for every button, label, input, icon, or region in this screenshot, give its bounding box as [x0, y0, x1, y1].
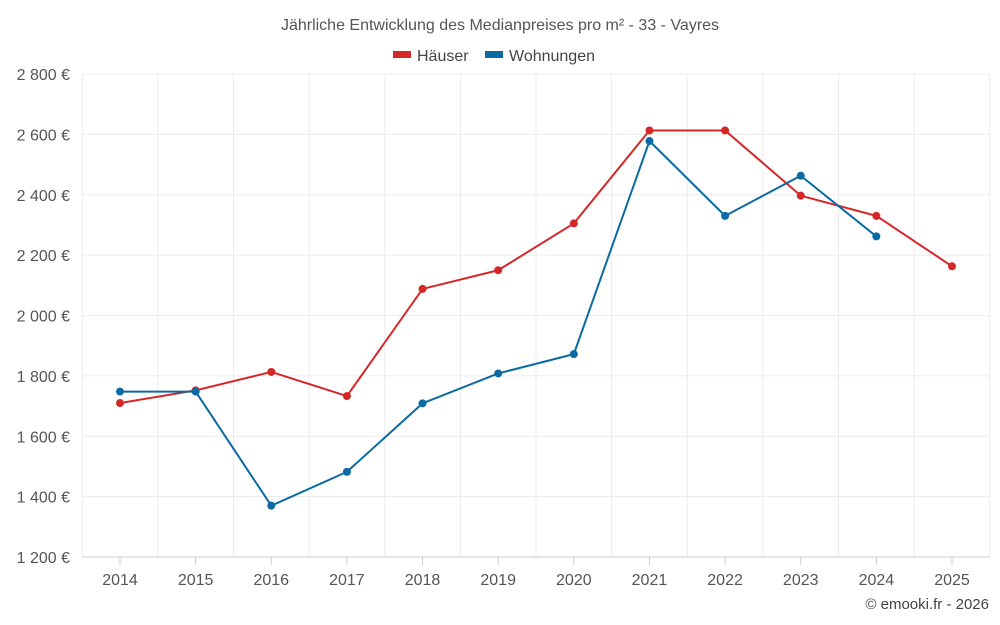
y-tick-label: 2 400 € [17, 188, 70, 205]
legend-label-wohnungen: Wohnungen [509, 48, 595, 65]
x-tick-label: 2017 [329, 572, 365, 589]
x-tick-label: 2023 [783, 572, 819, 589]
y-tick-label: 2 800 € [17, 67, 70, 84]
y-tick-label: 2 600 € [17, 127, 70, 144]
legend: Häuser Wohnungen [393, 48, 595, 65]
data-point-wohnungen[interactable] [645, 137, 654, 146]
data-point-hauser[interactable] [267, 367, 276, 376]
data-point-wohnungen[interactable] [569, 350, 578, 359]
series-line-hauser [119, 129, 953, 405]
x-tick-label: 2014 [102, 572, 138, 589]
x-tick-label: 2019 [480, 572, 516, 589]
legend-item-hauser[interactable]: Häuser [393, 48, 469, 65]
data-point-hauser[interactable] [418, 284, 427, 293]
x-axis: 2014 2015 2016 2017 2018 2019 2020 2021 2022 2023… [82, 556, 990, 589]
data-point-hauser[interactable] [796, 191, 805, 200]
data-point-hauser[interactable] [948, 262, 956, 271]
data-point-wohnungen[interactable] [796, 171, 805, 180]
x-tick-label: 2022 [707, 572, 743, 589]
data-point-wohnungen[interactable] [872, 232, 881, 241]
y-tick-label: 1 800 € [17, 369, 70, 386]
y-tick-label: 2 200 € [17, 248, 70, 265]
data-point-wohnungen[interactable] [267, 501, 276, 510]
x-tick-label: 2025 [934, 572, 970, 589]
data-point-hauser[interactable] [494, 266, 503, 275]
y-tick-label: 1 200 € [17, 550, 70, 567]
data-point-hauser[interactable] [342, 392, 351, 401]
y-tick-label: 1 400 € [17, 490, 70, 507]
data-point-hauser[interactable] [721, 126, 730, 135]
series-wohnungen [116, 137, 881, 510]
series-layer [116, 126, 956, 510]
x-tick-label: 2018 [405, 572, 441, 589]
legend-swatch-wohnungen [485, 51, 503, 58]
legend-swatch-hauser [393, 51, 411, 58]
legend-label-hauser: Häuser [417, 48, 469, 65]
legend-item-wohnungen[interactable]: Wohnungen [485, 48, 595, 65]
data-point-wohnungen[interactable] [116, 387, 124, 396]
gridlines [81, 73, 991, 557]
y-tick-label: 2 000 € [17, 309, 70, 326]
x-tick-label: 2021 [632, 572, 668, 589]
data-point-wohnungen[interactable] [494, 369, 503, 378]
data-point-wohnungen[interactable] [191, 387, 200, 396]
data-point-wohnungen[interactable] [721, 211, 730, 220]
x-tick-label: 2016 [253, 572, 289, 589]
data-point-hauser[interactable] [872, 211, 881, 220]
x-tick-label: 2020 [556, 572, 592, 589]
x-tick-label: 2024 [859, 572, 895, 589]
credit-text: © emooki.fr - 2026 [865, 596, 989, 613]
y-tick-label: 1 600 € [17, 429, 70, 446]
y-axis: 1 200 € 1 400 € 1 600 € 1 800 € 2 000 € 2 200… [17, 67, 70, 567]
x-tick-label: 2015 [178, 572, 214, 589]
chart-title: Jährliche Entwicklung des Medianpreises … [281, 17, 719, 34]
data-point-hauser[interactable] [569, 219, 578, 228]
data-point-wohnungen[interactable] [342, 467, 351, 476]
data-point-hauser[interactable] [116, 399, 124, 408]
data-point-wohnungen[interactable] [418, 399, 427, 408]
data-point-hauser[interactable] [645, 126, 654, 135]
